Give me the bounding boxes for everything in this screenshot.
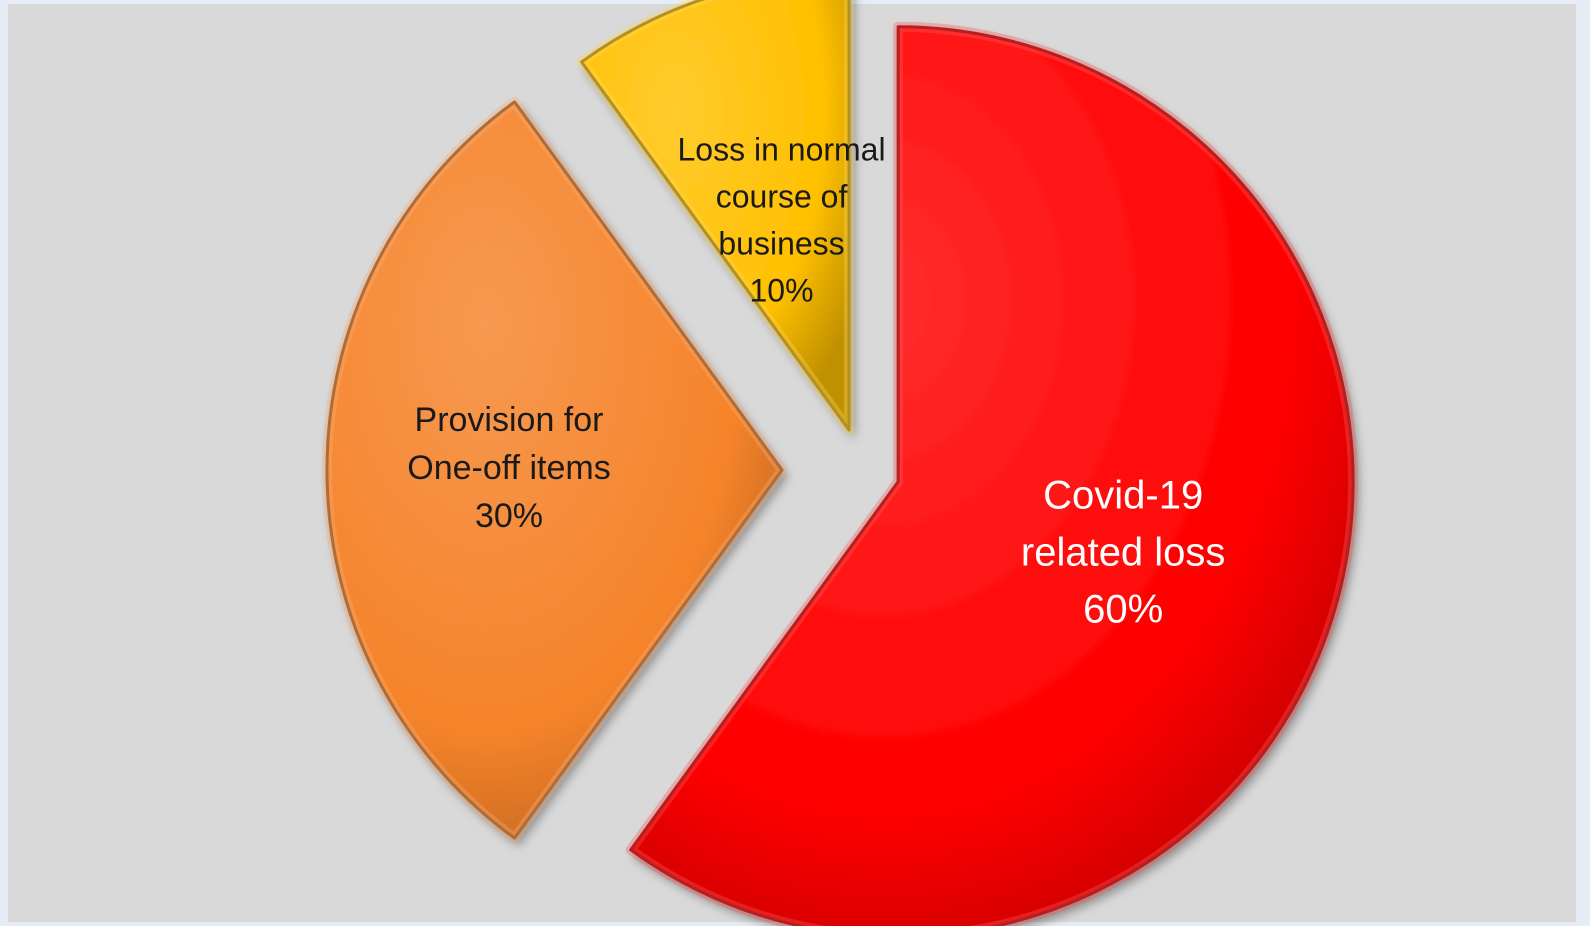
- data-label-line: business: [718, 225, 844, 261]
- data-label-line: One-off items: [407, 449, 610, 487]
- data-label-line: 30%: [475, 497, 543, 535]
- data-label-line: Provision for: [415, 401, 604, 439]
- data-label-line: course of: [716, 178, 848, 214]
- data-label-line: 10%: [750, 272, 814, 308]
- data-label-line: related loss: [1021, 530, 1226, 574]
- data-label-line: Covid-19: [1043, 473, 1203, 517]
- data-label-line: 60%: [1083, 587, 1163, 631]
- data-label-line: Loss in normal: [677, 131, 885, 167]
